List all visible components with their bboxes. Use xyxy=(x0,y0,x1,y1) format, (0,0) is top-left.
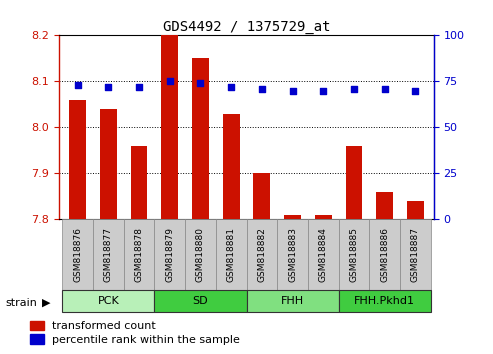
Text: PCK: PCK xyxy=(98,296,119,306)
FancyBboxPatch shape xyxy=(339,219,369,290)
Text: GSM818885: GSM818885 xyxy=(350,227,358,282)
Point xyxy=(258,86,266,92)
Text: GSM818878: GSM818878 xyxy=(135,227,143,282)
FancyBboxPatch shape xyxy=(62,219,93,290)
Bar xyxy=(315,215,332,219)
Point xyxy=(319,88,327,93)
Legend: transformed count, percentile rank within the sample: transformed count, percentile rank withi… xyxy=(30,321,240,345)
Bar xyxy=(253,173,270,219)
Point xyxy=(135,84,143,90)
Text: GSM818876: GSM818876 xyxy=(73,227,82,282)
FancyBboxPatch shape xyxy=(246,219,277,290)
FancyBboxPatch shape xyxy=(154,290,246,312)
FancyBboxPatch shape xyxy=(246,290,339,312)
Point xyxy=(350,86,358,92)
Point xyxy=(288,88,296,93)
Text: GSM818882: GSM818882 xyxy=(257,227,266,282)
Text: GSM818877: GSM818877 xyxy=(104,227,113,282)
FancyBboxPatch shape xyxy=(277,219,308,290)
FancyBboxPatch shape xyxy=(154,219,185,290)
FancyBboxPatch shape xyxy=(308,219,339,290)
Text: strain: strain xyxy=(5,298,37,308)
FancyBboxPatch shape xyxy=(339,290,431,312)
Text: GSM818881: GSM818881 xyxy=(227,227,236,282)
Point xyxy=(227,84,235,90)
Point xyxy=(197,80,205,86)
Bar xyxy=(284,215,301,219)
Bar xyxy=(376,192,393,219)
Bar xyxy=(131,146,147,219)
Point xyxy=(412,88,420,93)
FancyBboxPatch shape xyxy=(216,219,246,290)
Bar xyxy=(69,100,86,219)
Bar xyxy=(100,109,117,219)
Text: GSM818883: GSM818883 xyxy=(288,227,297,282)
Bar xyxy=(407,201,424,219)
Point xyxy=(381,86,388,92)
Text: FHH: FHH xyxy=(281,296,304,306)
Bar xyxy=(223,114,240,219)
Text: GSM818880: GSM818880 xyxy=(196,227,205,282)
FancyBboxPatch shape xyxy=(93,219,124,290)
Bar xyxy=(192,58,209,219)
Text: FHH.Pkhd1: FHH.Pkhd1 xyxy=(354,296,415,306)
Text: GSM818879: GSM818879 xyxy=(165,227,174,282)
FancyBboxPatch shape xyxy=(369,219,400,290)
FancyBboxPatch shape xyxy=(124,219,154,290)
Point xyxy=(166,79,174,84)
Point xyxy=(105,84,112,90)
Title: GDS4492 / 1375729_at: GDS4492 / 1375729_at xyxy=(163,21,330,34)
Text: GSM818886: GSM818886 xyxy=(380,227,389,282)
FancyBboxPatch shape xyxy=(62,290,154,312)
Point xyxy=(73,82,81,88)
Text: ▶: ▶ xyxy=(42,298,50,308)
FancyBboxPatch shape xyxy=(185,219,216,290)
Text: SD: SD xyxy=(193,296,208,306)
Bar xyxy=(161,35,178,219)
FancyBboxPatch shape xyxy=(400,219,431,290)
Bar xyxy=(346,146,362,219)
Text: GSM818887: GSM818887 xyxy=(411,227,420,282)
Text: GSM818884: GSM818884 xyxy=(319,227,328,282)
